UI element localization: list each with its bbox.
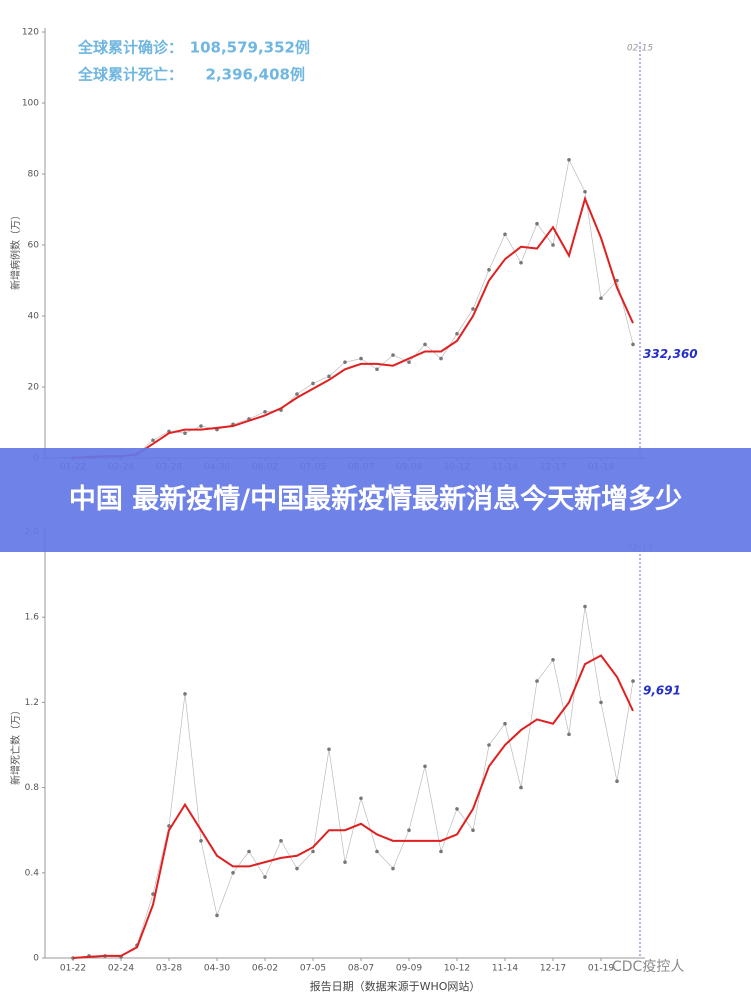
raw-point: [407, 828, 411, 832]
x-tick-label: 01-19: [588, 964, 614, 974]
raw-point: [551, 243, 555, 247]
raw-point: [231, 871, 235, 875]
raw-point: [439, 356, 443, 361]
raw-point: [167, 824, 171, 828]
raw-point: [327, 374, 331, 379]
raw-point: [503, 232, 507, 237]
raw-point: [631, 679, 635, 683]
banner: 中国 最新疫情/中国最新疫情最新消息今天新增多少: [0, 448, 751, 552]
y-tick-label: 0: [33, 954, 39, 964]
raw-point: [583, 604, 587, 609]
raw-point: [615, 779, 619, 784]
raw-point: [519, 785, 523, 790]
raw-point: [487, 743, 491, 747]
raw-point: [215, 913, 219, 918]
raw-point: [183, 692, 187, 696]
raw-point: [151, 438, 155, 443]
raw-point: [375, 849, 379, 854]
raw-point: [391, 866, 395, 871]
x-tick-label: 11-14: [492, 964, 518, 974]
raw-point: [199, 424, 203, 428]
raw-point: [295, 392, 299, 396]
raw-point: [615, 278, 619, 283]
raw-line: [72, 158, 634, 459]
annotation: 全球累计死亡：: [77, 66, 183, 84]
raw-point: [583, 189, 587, 194]
y-tick-label: 1.2: [25, 698, 39, 708]
raw-point: [519, 260, 523, 265]
raw-point: [359, 796, 363, 801]
raw-point: [567, 158, 571, 162]
y-tick-label: 100: [22, 99, 39, 109]
raw-point: [631, 342, 635, 347]
x-tick-label: 09-09: [396, 964, 422, 974]
raw-point: [503, 721, 507, 726]
raw-point: [343, 360, 347, 364]
raw-point: [567, 732, 571, 737]
raw-point: [311, 849, 315, 854]
banner-title: 中国 最新疫情/中国最新疫情最新消息今天新增多少: [68, 484, 683, 515]
y-axis-label: 新增病例数（万）: [9, 210, 22, 290]
annotation: 2,396,408例: [206, 66, 305, 84]
raw-point: [279, 839, 283, 843]
marker-label: 02-15: [627, 44, 653, 54]
x-tick-label: 02-24: [108, 964, 134, 974]
x-tick-label: 01-22: [60, 964, 86, 974]
x-tick-label: 10-12: [444, 964, 470, 974]
raw-point: [407, 360, 411, 364]
raw-point: [391, 353, 395, 357]
raw-point: [295, 866, 299, 871]
annotation: 108,579,352例: [190, 39, 310, 57]
x-tick-label: 08-07: [348, 964, 374, 974]
raw-point: [599, 700, 603, 705]
raw-point: [327, 747, 331, 752]
raw-point: [535, 679, 539, 683]
y-tick-label: 0.8: [25, 783, 40, 793]
raw-point: [247, 849, 251, 854]
raw-point: [423, 764, 427, 769]
y-tick-label: 80: [28, 170, 40, 180]
raw-point: [439, 849, 443, 854]
raw-point: [551, 658, 555, 662]
y-tick-label: 0.4: [25, 868, 40, 878]
y-tick-label: 120: [22, 28, 39, 38]
y-tick-label: 40: [28, 312, 40, 322]
x-tick-label: 04-30: [204, 964, 230, 974]
watermark: CDC疫控人: [612, 959, 685, 975]
annotation: 全球累计确诊：: [77, 39, 183, 57]
raw-point: [471, 828, 475, 832]
raw-point: [599, 296, 603, 301]
raw-point: [263, 410, 267, 414]
y-tick-label: 20: [28, 383, 40, 393]
smooth-line: [72, 654, 634, 959]
y-tick-label: 60: [28, 241, 40, 251]
smooth-line: [72, 195, 634, 459]
raw-point: [151, 892, 155, 896]
y-tick-label: 1.6: [25, 613, 40, 623]
end-label: 332,360: [643, 347, 698, 361]
raw-point: [487, 268, 491, 272]
raw-point: [263, 875, 267, 879]
raw-point: [311, 381, 315, 386]
end-label: 9,691: [643, 684, 681, 698]
raw-point: [423, 342, 427, 347]
raw-point: [183, 431, 187, 435]
raw-point: [455, 331, 459, 336]
raw-point: [535, 221, 539, 226]
raw-line: [72, 606, 634, 959]
x-tick-label: 07-05: [300, 964, 326, 974]
x-axis-label: 报告日期（数据来源于WHO网站）: [310, 979, 481, 993]
x-tick-label: 06-02: [252, 964, 278, 974]
y-axis-label: 新增死亡数（万）: [9, 705, 22, 785]
x-tick-label: 03-28: [156, 964, 182, 974]
raw-point: [471, 307, 475, 311]
raw-point: [455, 807, 459, 811]
raw-point: [199, 839, 203, 843]
x-tick-label: 12-17: [540, 964, 566, 974]
raw-point: [359, 356, 363, 361]
raw-point: [375, 367, 379, 372]
raw-point: [343, 860, 347, 864]
